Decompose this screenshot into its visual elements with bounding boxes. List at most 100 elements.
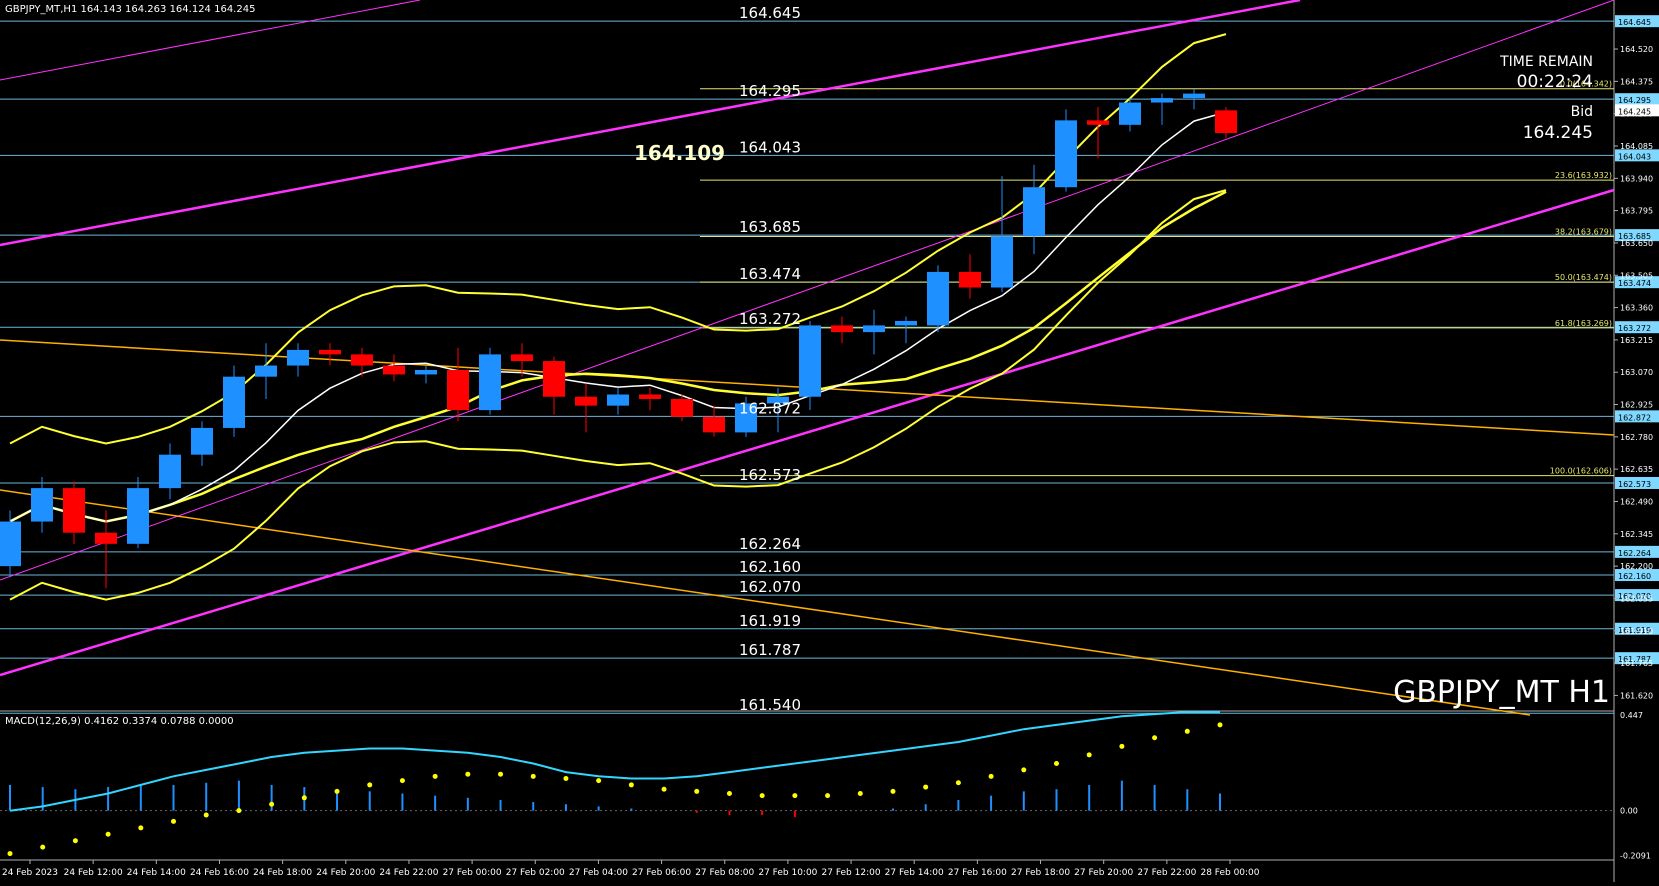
lower-band: [9, 189, 1227, 601]
price-tick-label: 163.940: [1620, 174, 1653, 183]
level-label: 161.787: [739, 641, 801, 659]
level-price-tag: [1615, 149, 1659, 162]
candle-body: [895, 320, 917, 326]
level-price-tag-text: 162.573: [1618, 480, 1651, 489]
time-remain-label: TIME REMAIN: [1499, 54, 1593, 70]
macd-signal-dot: [1184, 728, 1190, 734]
candle-body: [1087, 120, 1109, 125]
level-label: 164.295: [739, 82, 801, 100]
candle-body: [575, 396, 597, 406]
macd-signal-dot: [825, 793, 831, 799]
level-price-tag-text: 162.160: [1618, 572, 1651, 581]
fibo-label: 23.6(163.932): [1555, 171, 1612, 180]
candle-body: [543, 361, 565, 397]
level-price-tag-text: 163.272: [1618, 324, 1651, 333]
macd-signal-dot: [857, 791, 863, 797]
candle-body: [255, 365, 277, 377]
candle-body: [95, 532, 117, 544]
level-price-tag: [1615, 229, 1659, 242]
candle-body: [1023, 187, 1045, 237]
candle-body: [959, 271, 981, 288]
macd-label: MACD(12,26,9) 0.4162 0.3374 0.0788 0.000…: [5, 716, 234, 727]
price-tick-label: 163.215: [1620, 336, 1653, 345]
candle-body: [767, 396, 789, 404]
level-price-tag: [1615, 622, 1659, 635]
symbol-info: GBPJPY_MT,H1 164.143 164.263 164.124 164…: [5, 4, 255, 15]
macd-axis-label: 0.447: [1620, 711, 1643, 720]
level-price-tag-text: 164.295: [1618, 96, 1651, 105]
candle-body: [1151, 98, 1173, 103]
macd-signal-dot: [432, 773, 438, 779]
level-price-tag-text: 161.787: [1618, 655, 1651, 664]
highlight-price: 164.109: [634, 141, 725, 165]
trend-line: [0, 0, 1301, 247]
candle-body: [127, 488, 149, 544]
level-label: 161.540: [739, 696, 801, 714]
trend-line: [0, 0, 1615, 581]
time-tick-label: 27 Feb 06:00: [632, 868, 691, 878]
macd-signal-dot: [269, 801, 275, 807]
macd-signal-dot: [399, 778, 405, 784]
price-tick-label: 162.345: [1620, 530, 1653, 539]
time-tick-label: 24 Feb 16:00: [190, 868, 249, 878]
current-price-tag-text: 164.245: [1618, 107, 1651, 116]
level-label: 163.272: [739, 310, 801, 328]
price-tick-label: 162.780: [1620, 433, 1653, 442]
level-price-tag: [1615, 545, 1659, 558]
macd-pane: 0.447 0.00 -0.2091: [0, 711, 1651, 861]
price-tick-label: 163.505: [1620, 271, 1653, 280]
fibo-label: 100.0(162.606): [1550, 467, 1612, 476]
candle-body: [383, 365, 405, 375]
macd-signal-dot: [465, 771, 471, 777]
price-axis[interactable]: 164.645 164.295 164.043 163.685 163.474 163.2…: [1614, 15, 1659, 700]
fibo-label: 0.0(164.342): [1560, 80, 1612, 89]
macd-signal-dot: [171, 818, 177, 824]
level-label: 164.645: [739, 4, 801, 22]
time-tick-label: 27 Feb 02:00: [506, 868, 565, 878]
macd-signal-dot: [1217, 722, 1223, 728]
level-price-tag: [1615, 15, 1659, 28]
candle-body: [447, 369, 469, 411]
candle-body: [1183, 93, 1205, 99]
macd-signal-dot: [694, 788, 700, 794]
macd-signal-dot: [334, 788, 340, 794]
level-label: 161.919: [739, 612, 801, 630]
level-price-tag-text: 163.474: [1618, 279, 1651, 288]
macd-signal-dot: [498, 771, 504, 777]
macd-signal-dot: [105, 831, 111, 837]
macd-signal-dot: [596, 778, 602, 784]
time-axis[interactable]: 24 Feb 2023 24 Feb 12:00 24 Feb 14:00 24 Fe…: [2, 860, 1260, 878]
price-tick-label: 163.360: [1620, 304, 1653, 313]
bid-value: 164.245: [1523, 123, 1593, 143]
candle-body: [1215, 110, 1237, 134]
level-price-tag: [1615, 589, 1659, 602]
time-tick-label: 24 Feb 22:00: [379, 868, 438, 878]
macd-axis-label: -0.2091: [1620, 852, 1651, 861]
fibo-label: 38.2(163.679): [1555, 227, 1612, 236]
price-tick-label: 162.490: [1620, 497, 1653, 506]
symbol-watermark: GBPJPY_MT H1: [1393, 675, 1610, 710]
price-tick-label: 162.055: [1620, 594, 1653, 603]
time-tick-label: 24 Feb 12:00: [64, 868, 123, 878]
price-tick-label: 163.070: [1620, 368, 1653, 377]
time-tick-label: 24 Feb 18:00: [253, 868, 312, 878]
candle-body: [191, 427, 213, 455]
macd-signal-dot: [1021, 767, 1027, 773]
candle-body: [991, 236, 1013, 288]
candle-body: [415, 369, 437, 375]
macd-signal-dot: [236, 808, 242, 814]
candle-body: [479, 354, 501, 411]
level-label: 163.474: [739, 265, 801, 283]
candle-body: [927, 271, 949, 326]
macd-signal-dot: [628, 782, 634, 788]
level-price-tag-text: 163.685: [1618, 232, 1651, 241]
macd-signal-dot: [563, 775, 569, 781]
candle-body: [703, 416, 725, 433]
level-price-tag-text: 161.919: [1618, 626, 1651, 635]
level-price-tag: [1615, 652, 1659, 665]
time-tick-label: 27 Feb 12:00: [822, 868, 881, 878]
fibo-label: 50.0(163.474): [1555, 273, 1612, 282]
level-price-tag: [1615, 276, 1659, 289]
